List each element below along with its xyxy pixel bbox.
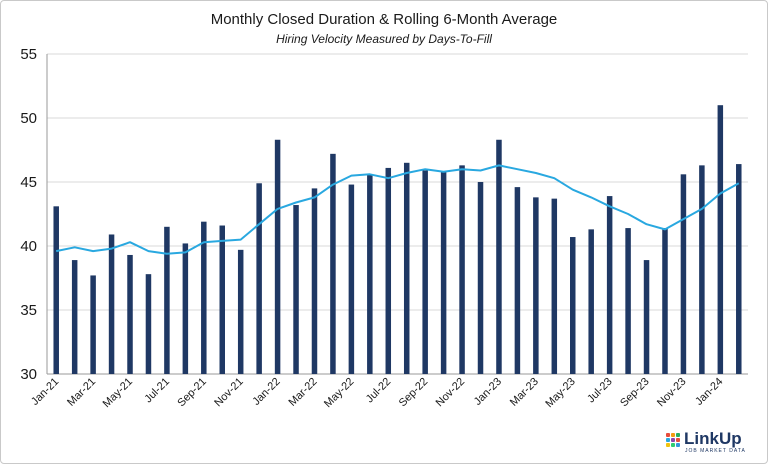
y-tick-label: 30 xyxy=(20,366,37,383)
y-tick-label: 35 xyxy=(20,302,37,319)
bar-Jan-23 xyxy=(496,139,502,374)
bar-Feb-24 xyxy=(736,164,742,374)
x-tick-label: May-23 xyxy=(543,376,577,410)
bar-Jun-23 xyxy=(588,229,594,374)
bar-Apr-21 xyxy=(108,234,115,374)
x-tick-label: Sep-21 xyxy=(175,376,209,410)
linkup-logo: LinkUp JOB MARKET DATA xyxy=(666,429,762,456)
y-tick-label: 40 xyxy=(20,238,37,255)
bar-Jul-22 xyxy=(385,167,392,374)
bar-Dec-23 xyxy=(699,165,705,374)
x-tick-label: Jul-22 xyxy=(364,376,394,406)
bar-Nov-21 xyxy=(237,249,244,374)
chart-subtitle: Hiring Velocity Measured by Days-To-Fill xyxy=(276,32,492,46)
bar-Nov-23 xyxy=(680,174,687,374)
bar-Jan-22 xyxy=(274,139,281,374)
y-tick-label: 45 xyxy=(20,174,37,191)
bar-Aug-21 xyxy=(182,243,189,374)
bar-Jul-23 xyxy=(606,196,613,374)
bar-Sep-21 xyxy=(201,221,207,374)
logo-tagline: JOB MARKET DATA xyxy=(685,448,746,454)
bar-Apr-23 xyxy=(551,198,558,374)
bar-Oct-22 xyxy=(440,171,447,374)
bar-Dec-22 xyxy=(477,182,484,374)
x-tick-label: Nov-23 xyxy=(655,376,689,410)
bar-Nov-22 xyxy=(459,165,465,374)
rolling-average-line xyxy=(55,164,740,255)
logo-name: LinkUp xyxy=(684,429,742,448)
x-tick-label: May-21 xyxy=(101,376,135,410)
bar-Jun-22 xyxy=(367,174,373,374)
x-tick-label: Jul-21 xyxy=(142,376,172,406)
bar-Jun-21 xyxy=(145,274,152,374)
bar-Mar-21 xyxy=(90,275,96,374)
bar-Feb-21 xyxy=(71,260,78,374)
x-tick-label: Sep-23 xyxy=(618,376,652,410)
bar-Apr-22 xyxy=(330,153,336,374)
bar-May-22 xyxy=(348,184,355,374)
bar-Sep-22 xyxy=(422,170,428,374)
bar-Dec-21 xyxy=(256,183,262,374)
bar-Feb-22 xyxy=(293,205,299,374)
x-tick-label: Mar-23 xyxy=(508,376,541,409)
bar-Aug-22 xyxy=(403,162,410,374)
bar-Jul-21 xyxy=(164,226,170,374)
bar-Jan-24 xyxy=(717,105,724,374)
bar-Sep-23 xyxy=(643,260,650,374)
bar-Aug-23 xyxy=(625,228,631,374)
bar-Jan-21 xyxy=(53,206,59,374)
y-tick-label: 55 xyxy=(20,46,37,63)
x-tick-label: Nov-22 xyxy=(434,376,468,410)
bar-May-23 xyxy=(570,237,576,374)
x-tick-label: Mar-22 xyxy=(286,376,319,409)
x-tick-label: Mar-21 xyxy=(65,376,98,409)
x-tick-label: Jan-23 xyxy=(472,376,504,408)
bar-Feb-23 xyxy=(514,187,521,374)
bar-Oct-23 xyxy=(662,228,668,374)
x-tick-label: Jul-23 xyxy=(585,376,615,406)
x-tick-label: May-22 xyxy=(322,376,356,410)
bar-May-21 xyxy=(127,254,133,374)
x-tick-label: Sep-22 xyxy=(397,376,431,410)
chart-title: Monthly Closed Duration & Rolling 6-Mont… xyxy=(210,11,558,28)
bar-Mar-23 xyxy=(533,197,539,374)
bar-Oct-21 xyxy=(219,225,225,374)
x-tick-label: Jan-24 xyxy=(693,376,725,408)
bar-Mar-22 xyxy=(311,188,318,374)
x-tick-label: Jan-22 xyxy=(250,376,282,408)
x-tick-label: Nov-21 xyxy=(212,376,246,410)
logo-grid-icon xyxy=(666,433,680,447)
y-tick-label: 50 xyxy=(20,110,37,127)
